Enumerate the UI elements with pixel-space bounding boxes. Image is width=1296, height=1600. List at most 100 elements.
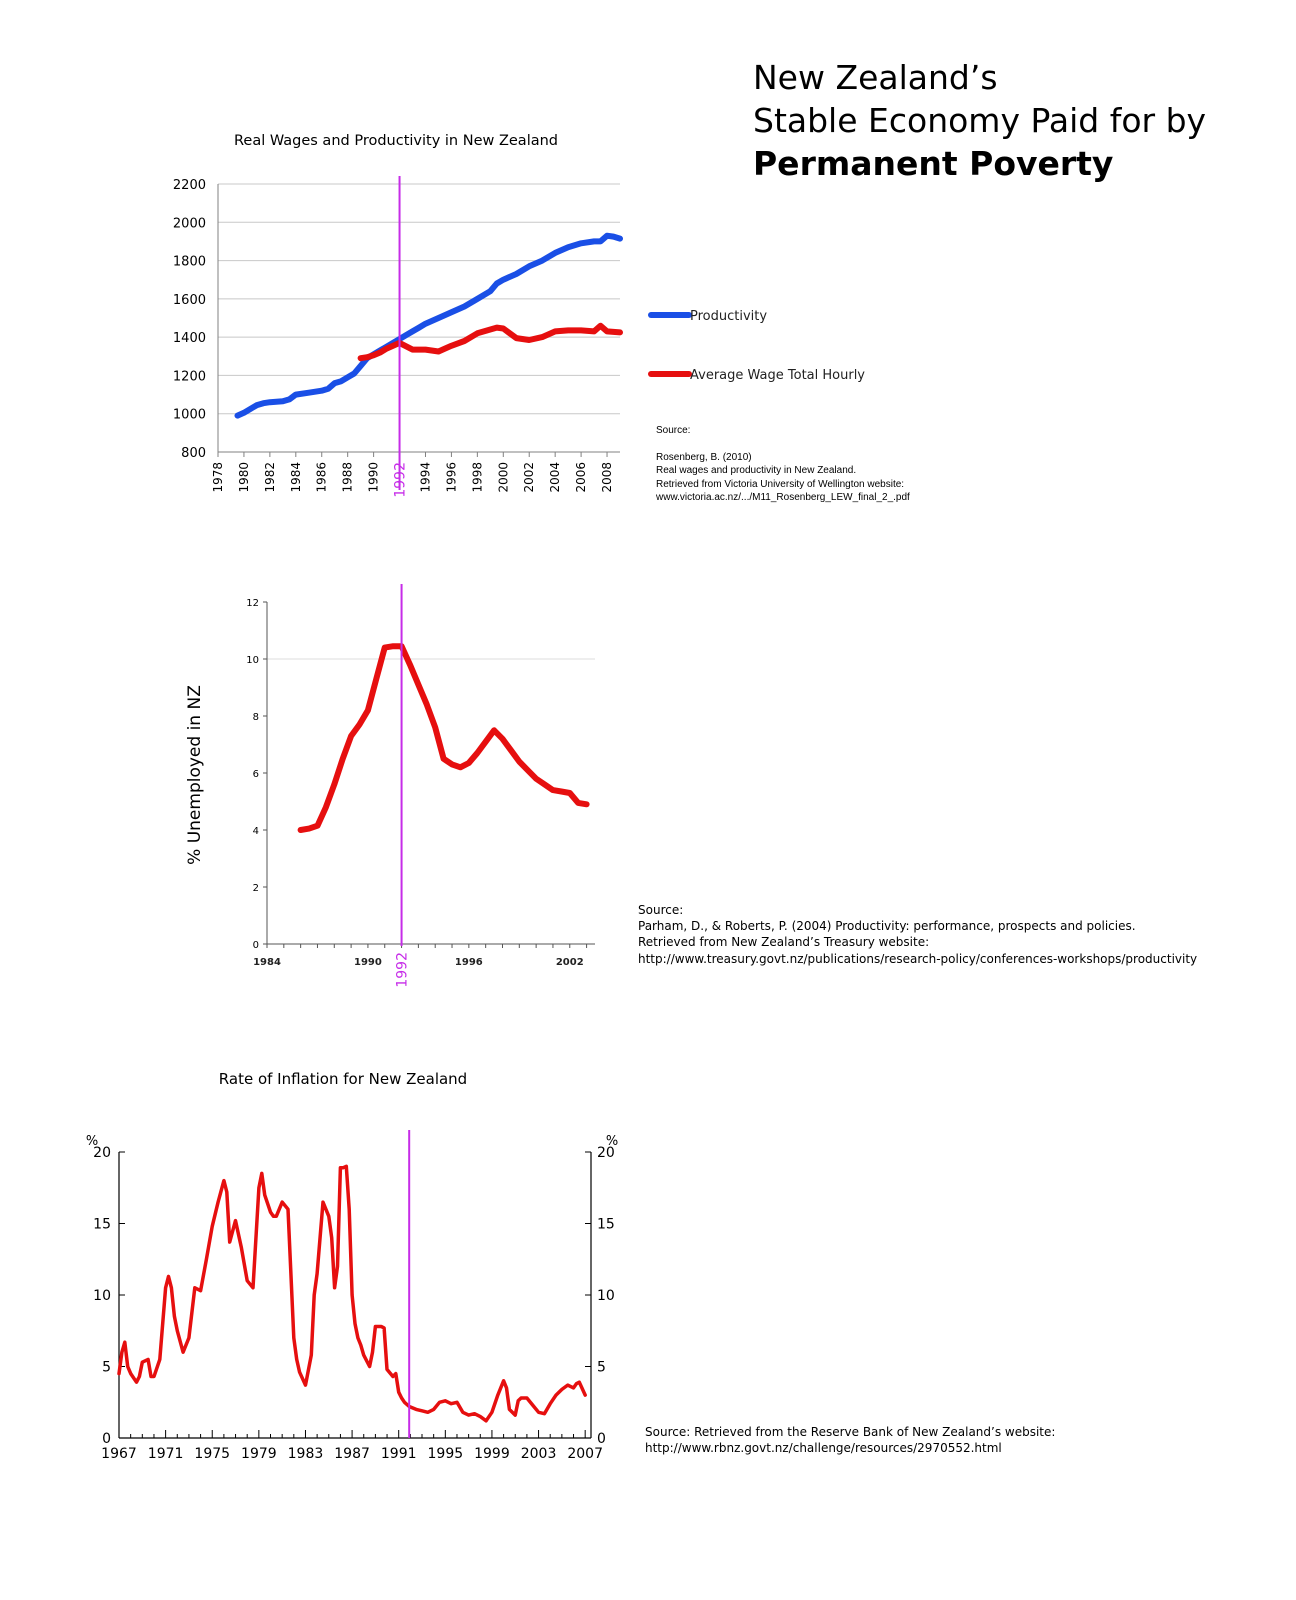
series-lines bbox=[117, 1164, 587, 1423]
source-label: Source: bbox=[638, 903, 684, 917]
y-tick-label: 10 bbox=[246, 655, 259, 666]
y-tick-labels: 0 2 4 6 8 10 12 bbox=[246, 598, 259, 951]
x-tick-label: 1984 bbox=[289, 462, 303, 493]
x-tick-labels: 1984 1990 1996 2002 bbox=[253, 957, 584, 968]
axes bbox=[217, 184, 620, 457]
headline-line-3: Permanent Poverty bbox=[753, 144, 1114, 183]
y-tick-label: 6 bbox=[253, 769, 259, 780]
chart-title: Rate of Inflation for New Zealand bbox=[219, 1070, 467, 1088]
marker-label: 1992 bbox=[393, 462, 409, 498]
marker-1992: 1992 bbox=[395, 584, 411, 988]
x-tick-label: 1988 bbox=[341, 462, 355, 493]
x-tick-labels: 1967 1971 1975 1979 1983 1987 1991 1995 1999 2003… bbox=[101, 1446, 603, 1462]
source-note-unemployment: Source: Parham, D., & Roberts, P. (2004)… bbox=[638, 902, 1197, 967]
x-tick-label: 1971 bbox=[148, 1446, 184, 1462]
wages-productivity-chart: Real Wages and Productivity in New Zeala… bbox=[173, 133, 865, 498]
inflation-chart: Rate of Inflation for New Zealand 0 0 5 5 10… bbox=[86, 1070, 618, 1462]
source-note-wages: Source: Rosenberg, B. (2010) Real wages … bbox=[656, 424, 910, 505]
x-tick-labels: 1978 1980 1982 1984 1986 1988 1990 1994 1996 1998… bbox=[211, 462, 614, 493]
y-tick-label-left: 0 bbox=[102, 1431, 111, 1447]
x-tick-label: 1990 bbox=[354, 957, 382, 968]
y-tick-label: 2 bbox=[253, 883, 259, 894]
marker-label: 1992 bbox=[395, 952, 411, 988]
x-tick-label: 1980 bbox=[237, 462, 251, 493]
y-tick-label-left: 5 bbox=[102, 1360, 111, 1376]
x-tick-label: 1982 bbox=[263, 462, 277, 493]
x-tick-label: 2007 bbox=[567, 1446, 603, 1462]
x-tick-label: 1999 bbox=[474, 1446, 510, 1462]
x-tick-label: 1994 bbox=[418, 462, 432, 493]
x-tick-label: 1984 bbox=[253, 957, 281, 968]
y-tick-label: 0 bbox=[253, 940, 259, 951]
axes bbox=[118, 1151, 592, 1439]
y-tick-label: 1000 bbox=[173, 408, 206, 423]
x-tick-label: 1987 bbox=[334, 1446, 370, 1462]
marker-1992: 1992 bbox=[393, 176, 409, 498]
y-tick-label-right: 5 bbox=[597, 1360, 606, 1376]
y-tick-label: 8 bbox=[253, 712, 259, 723]
series-lines bbox=[234, 232, 623, 419]
y-tick-label: 1200 bbox=[173, 369, 206, 384]
x-tick-label: 2002 bbox=[522, 462, 536, 493]
y-tick-label-right: 15 bbox=[597, 1217, 615, 1233]
x-tick-label: 1983 bbox=[288, 1446, 324, 1462]
source-line: Rosenberg, B. (2010) bbox=[656, 451, 752, 463]
y-tick-labels: 800 1000 1200 1400 1600 1800 2000 2200 bbox=[173, 178, 206, 461]
x-tick-label: 2006 bbox=[574, 462, 588, 493]
series-line-wage bbox=[357, 322, 623, 362]
x-tick-label: 2000 bbox=[496, 462, 510, 493]
y-tick-label: 2000 bbox=[173, 216, 206, 231]
y-tick-labels: 0 0 5 5 10 10 15 15 20 20 bbox=[93, 1145, 615, 1447]
y-tick-label: 1800 bbox=[173, 255, 206, 270]
y-tick-label-left: 10 bbox=[93, 1288, 111, 1304]
source-line: http://www.rbnz.govt.nz/challenge/resour… bbox=[645, 1441, 1002, 1456]
x-tick-label: 1975 bbox=[194, 1446, 230, 1462]
source-line: http://www.treasury.govt.nz/publications… bbox=[638, 951, 1198, 966]
legend: Productivity Average Wage Total Hourly bbox=[648, 309, 865, 383]
y-axis-label-right: % bbox=[606, 1134, 618, 1149]
source-line: Parham, D., & Roberts, P. (2004) Product… bbox=[638, 919, 1136, 934]
unemployment-chart: 0 2 4 6 8 10 12 1984 1990 1996 2002 % Unemployed … bbox=[185, 584, 595, 988]
y-tick-label: 12 bbox=[246, 598, 259, 609]
source-line: Source: Retrieved from the Reserve Bank … bbox=[645, 1425, 1056, 1439]
y-axis-label-left: % bbox=[86, 1134, 98, 1149]
series-line-productivity bbox=[234, 232, 623, 419]
y-tick-label: 800 bbox=[181, 446, 206, 461]
x-tick-label: 1995 bbox=[428, 1446, 464, 1462]
legend-label: Productivity bbox=[690, 309, 767, 324]
series-line-unemployment bbox=[297, 643, 590, 833]
y-tick-label-right: 10 bbox=[597, 1288, 615, 1304]
x-tick-label: 2004 bbox=[548, 462, 562, 493]
y-tick-label: 1600 bbox=[173, 293, 206, 308]
series-lines bbox=[297, 643, 590, 833]
source-note-inflation: Source: Retrieved from the Reserve Bank … bbox=[645, 1424, 1055, 1456]
series-line-inflation bbox=[117, 1164, 587, 1423]
y-tick-label: 2200 bbox=[173, 178, 206, 193]
y-tick-label: 1400 bbox=[173, 331, 206, 346]
x-tick-label: 2003 bbox=[521, 1446, 557, 1462]
x-tick-label: 1967 bbox=[101, 1446, 137, 1462]
source-line: Real wages and productivity in New Zeala… bbox=[656, 465, 857, 477]
x-tick-label: 1996 bbox=[444, 462, 458, 493]
x-tick-label: 1986 bbox=[315, 462, 329, 493]
x-tick-label: 2002 bbox=[556, 957, 584, 968]
y-axis-label: % Unemployed in NZ bbox=[185, 685, 205, 865]
legend-label: Average Wage Total Hourly bbox=[690, 368, 865, 383]
x-tick-label: 1990 bbox=[367, 462, 381, 493]
headline-line-2: Stable Economy Paid for by bbox=[753, 101, 1207, 140]
x-tick-label: 2008 bbox=[600, 462, 614, 493]
axes bbox=[263, 601, 595, 948]
y-tick-label: 4 bbox=[253, 826, 259, 837]
y-tick-label-left: 20 bbox=[93, 1145, 111, 1161]
chart-title: Real Wages and Productivity in New Zeala… bbox=[234, 133, 558, 149]
source-line: www.victoria.ac.nz/.../M11_Rosenberg_LEW… bbox=[656, 492, 910, 504]
x-tick-label: 1998 bbox=[470, 462, 484, 493]
headline: New Zealand’s Stable Economy Paid for by… bbox=[753, 56, 1273, 185]
x-tick-label: 1996 bbox=[455, 957, 483, 968]
x-tick-label: 1991 bbox=[381, 1446, 417, 1462]
source-line: Retrieved from Victoria University of We… bbox=[656, 478, 905, 490]
x-tick-label: 1979 bbox=[241, 1446, 277, 1462]
headline-line-1: New Zealand’s bbox=[753, 58, 998, 97]
source-label: Source: bbox=[656, 425, 691, 436]
y-tick-label-right: 20 bbox=[597, 1145, 615, 1161]
